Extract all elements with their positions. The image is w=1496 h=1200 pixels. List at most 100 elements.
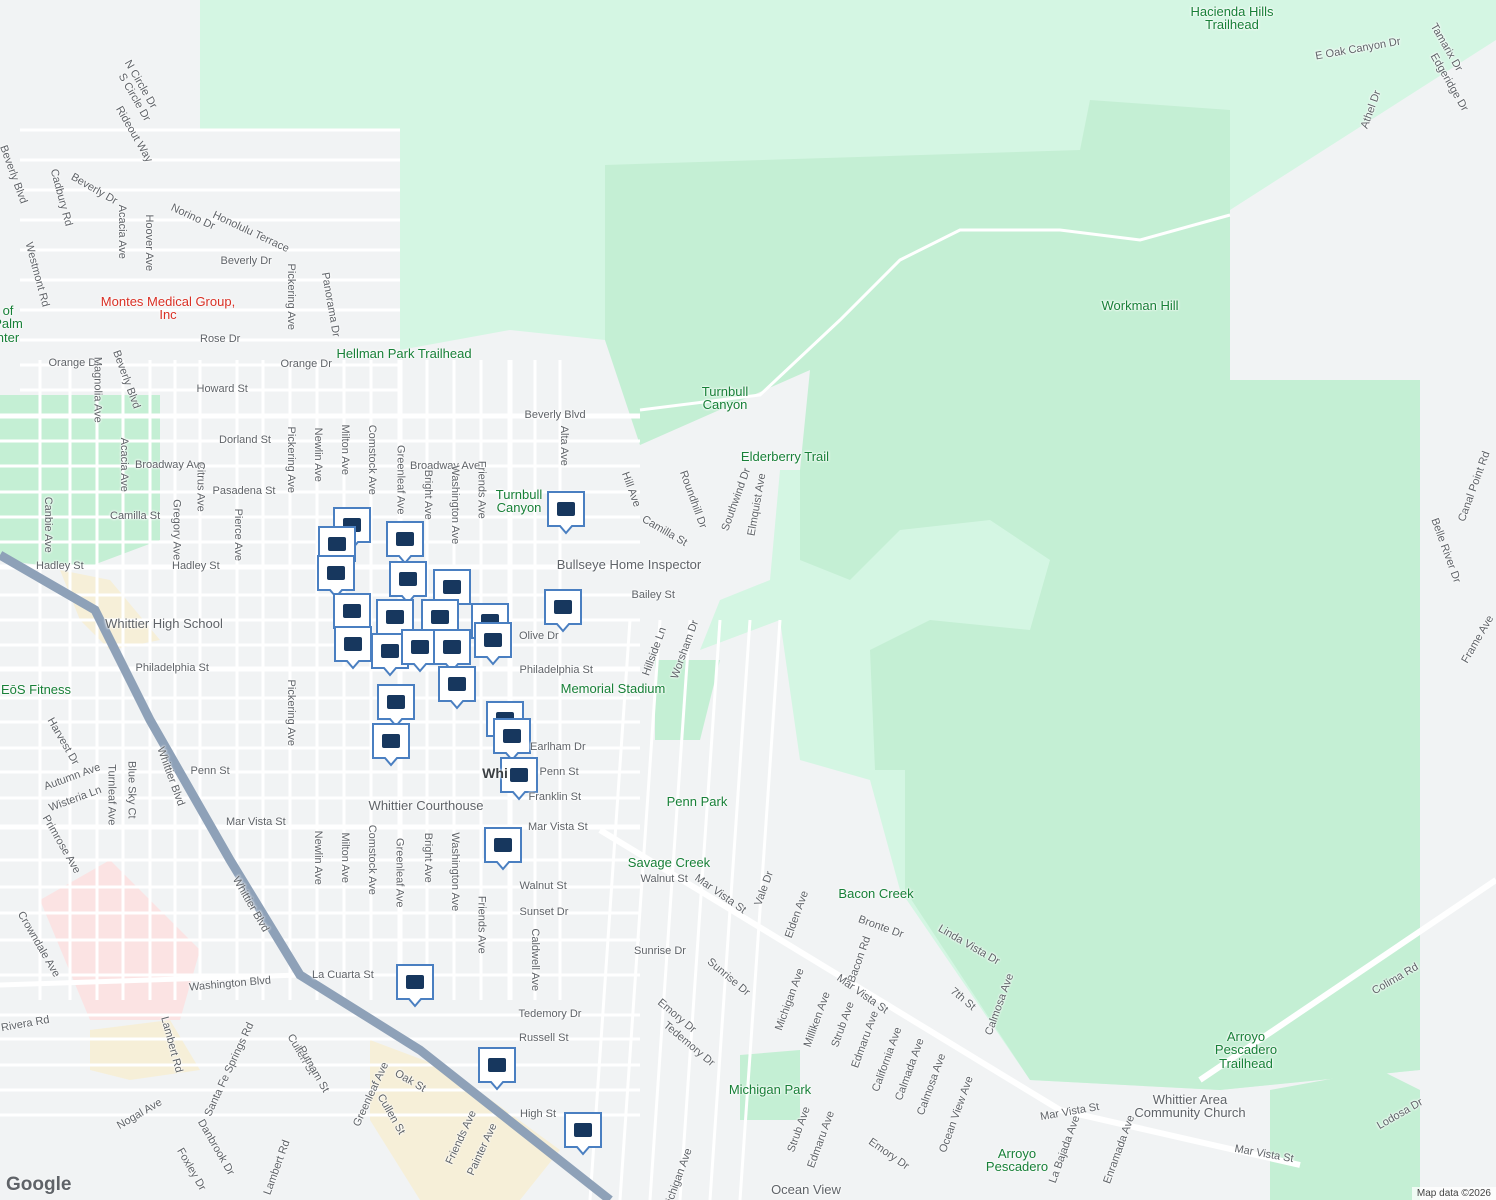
street-label: Mar Vista St — [226, 816, 286, 828]
street-label: Elden Ave — [782, 889, 811, 940]
place-label: Whittier Courthouse — [368, 798, 484, 813]
street-label: Milliken Ave — [801, 990, 833, 1049]
markers — [317, 491, 602, 1156]
street-label: Calmosa Ave — [982, 972, 1016, 1037]
street-label: Primrose Ave — [39, 813, 83, 876]
street-label: Norino Dr — [168, 201, 217, 233]
street-label: Roundhill Dr — [676, 469, 709, 531]
street-label: Vale Dr — [752, 869, 776, 908]
street-label: Athel Dr — [1358, 88, 1384, 131]
street-label: Beverly Blvd — [0, 143, 29, 206]
place-label: Savage Creek — [627, 855, 711, 870]
street-label: Bright Ave — [421, 469, 434, 520]
street-label: Honolulu Terrace — [210, 209, 291, 256]
street-label: Pierce Ave — [231, 508, 244, 561]
street-label: Philadelphia St — [519, 664, 593, 676]
street-label: Beverly Dr — [220, 255, 272, 267]
poi-marker[interactable] — [474, 622, 512, 666]
street-label: Sunrise Dr — [704, 955, 753, 999]
street-label: Comstock Ave — [365, 424, 378, 495]
street-label: Hadley St — [36, 560, 84, 572]
street-label: Magnolia Ave — [91, 356, 104, 423]
road — [0, 972, 301, 988]
street-label: Broadway Ave — [410, 460, 481, 472]
poi-marker[interactable] — [500, 757, 538, 801]
street-label: La Cuarta St — [312, 969, 374, 981]
street-label: Howard St — [196, 383, 248, 395]
street-label: Cadbury Rd — [47, 167, 74, 228]
street-label: Foxley Dr — [173, 1146, 208, 1193]
street-label: Friends Ave — [475, 895, 488, 954]
road — [598, 827, 1062, 1113]
street-label: Sunset Dr — [519, 906, 569, 918]
street-label: Gregory Ave — [169, 499, 182, 561]
poi-marker[interactable] — [396, 964, 434, 1008]
street-label: Oak St — [392, 1067, 428, 1095]
street-label: Enramada Ave — [1101, 1113, 1138, 1186]
street-label: Earlham Dr — [530, 741, 586, 753]
street-label: Edmaru Ave — [805, 1109, 837, 1170]
street-label: Michigan Ave — [772, 966, 807, 1033]
poi-marker[interactable] — [438, 666, 476, 710]
street-label: Washington Ave — [448, 832, 461, 912]
place-label: Hellman Park Trailhead — [336, 346, 472, 361]
place-label: Turnbull Canyon — [701, 383, 749, 413]
street-label: Putnam St — [294, 1044, 331, 1095]
street-label: Mar Vista St — [528, 821, 588, 833]
street-label: Crowndale Ave — [14, 909, 63, 980]
street-label: Camilla St — [110, 510, 161, 522]
poi-marker[interactable] — [377, 684, 415, 728]
street-label: Hoover Ave — [142, 214, 155, 272]
street-label: Whittier Blvd — [229, 874, 272, 935]
street-label: Bright Ave — [421, 832, 434, 883]
street-label: Camilla St — [639, 513, 690, 549]
street-label: Frame Ave — [1458, 613, 1496, 666]
poi-marker[interactable] — [478, 1047, 516, 1091]
street-label: Mar Vista St — [692, 872, 749, 917]
street-label: Friends Ave — [475, 460, 488, 519]
poi-marker[interactable] — [334, 626, 372, 670]
street-label: La Bajada Ave — [1046, 1114, 1082, 1185]
street-label: Calmosa Ave — [914, 1052, 948, 1117]
place-label: Arroyo Pescadero Trailhead — [1214, 1028, 1278, 1071]
attribution: Map data ©2026 — [1411, 1187, 1496, 1200]
street-label: Lodosa Dr — [1374, 1096, 1425, 1132]
street-label: Mar Vista St — [1233, 1142, 1295, 1166]
street-label: Pickering Ave — [285, 263, 297, 330]
street-label: Strub Ave — [785, 1105, 813, 1154]
road — [738, 619, 782, 1200]
poi-marker[interactable] — [547, 491, 585, 535]
poi-marker[interactable] — [493, 718, 531, 762]
place-label: Montes Medical Group, Inc — [100, 293, 236, 323]
street-label: Caldwell Ave — [528, 928, 541, 992]
street-label: Hadley St — [172, 560, 220, 572]
street-label: Franklin St — [528, 791, 582, 803]
street-label: Cullen St — [374, 1092, 407, 1137]
street-label: Bacon Rd — [845, 934, 874, 985]
street-label: Philadelphia St — [135, 662, 209, 674]
street-label: Milton Ave — [338, 832, 351, 884]
street-label: Whittier Blvd — [154, 745, 187, 808]
street-label: Walnut St — [519, 880, 567, 892]
street-label: Milton Ave — [338, 424, 351, 476]
poi-marker[interactable] — [372, 723, 410, 767]
street-label: 7th St — [947, 985, 978, 1014]
poi-marker[interactable] — [484, 827, 522, 871]
trail — [639, 213, 1231, 412]
street-label: Danbrook Dr — [195, 1117, 237, 1178]
street-label: Strub Ave — [829, 1000, 857, 1049]
poi-marker[interactable] — [564, 1112, 602, 1156]
street-label: Tedemory Dr — [518, 1008, 582, 1020]
street-label: High St — [520, 1108, 557, 1120]
poi-marker[interactable] — [544, 589, 582, 633]
google-logo: Google — [6, 1174, 72, 1195]
street-label: Turnleaf Ave — [104, 764, 117, 826]
street-label: Newlin Ave — [311, 427, 324, 482]
poi-marker[interactable] — [386, 521, 424, 565]
street-label: Orange Dr — [280, 358, 332, 370]
poi-marker[interactable] — [317, 555, 355, 599]
highway-72 — [0, 551, 613, 1200]
street-label: Olive Dr — [519, 630, 559, 642]
place-label: Ocean View — [771, 1182, 841, 1197]
